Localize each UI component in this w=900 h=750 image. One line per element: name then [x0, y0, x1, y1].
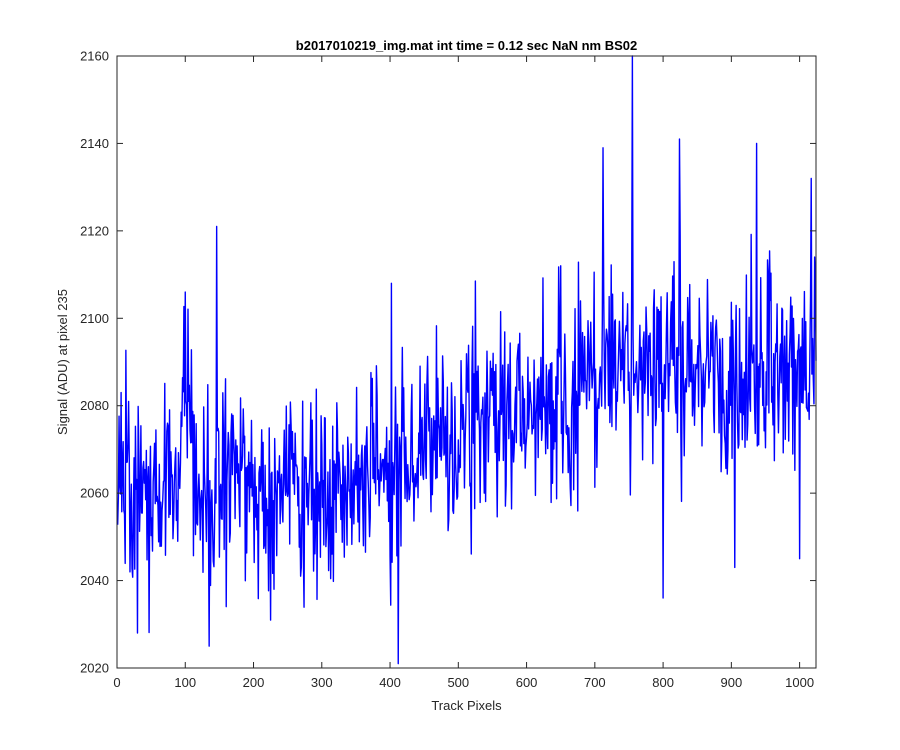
x-tick-label: 300 [311, 675, 333, 690]
chart-title: b2017010219_img.mat int time = 0.12 sec … [296, 38, 637, 53]
x-tick-label: 200 [243, 675, 265, 690]
y-tick-label: 2060 [80, 486, 109, 501]
y-tick-label: 2100 [80, 311, 109, 326]
y-tick-label: 2120 [80, 223, 109, 238]
x-tick-label: 900 [721, 675, 743, 690]
x-tick-label: 400 [379, 675, 401, 690]
y-axis-label: Signal (ADU) at pixel 235 [55, 289, 70, 435]
x-tick-label: 100 [174, 675, 196, 690]
signal-series-line [116, 55, 817, 665]
series-layer [116, 55, 817, 665]
x-axis-ticks: 0 100 200 300 400 500 600 700 800 900 1000 [113, 56, 814, 690]
y-tick-label: 2160 [80, 49, 109, 64]
x-tick-label: 600 [516, 675, 538, 690]
x-tick-label: 700 [584, 675, 606, 690]
y-axis-ticks: 2020 2040 2060 2080 2100 2120 2140 2160 [80, 49, 816, 676]
x-axis-label: Track Pixels [431, 698, 502, 713]
axes-box [116, 55, 817, 669]
y-tick-label: 2140 [80, 136, 109, 151]
y-tick-label: 2080 [80, 398, 109, 413]
x-tick-label: 0 [113, 675, 120, 690]
x-tick-label: 1000 [785, 675, 814, 690]
x-tick-label: 500 [447, 675, 469, 690]
y-tick-label: 2040 [80, 573, 109, 588]
y-tick-label: 2020 [80, 661, 109, 676]
x-tick-label: 800 [652, 675, 674, 690]
